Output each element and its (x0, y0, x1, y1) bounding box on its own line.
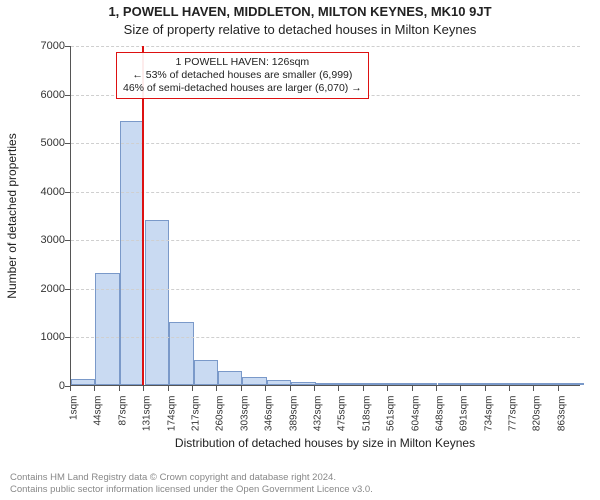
x-tick-label: 346sqm (264, 396, 275, 432)
y-axis-label: Number of detached properties (5, 133, 19, 298)
histogram-bar (560, 383, 584, 385)
x-tick-label: 260sqm (215, 396, 226, 432)
x-tick-label: 174sqm (166, 396, 177, 432)
x-tick-mark (168, 386, 169, 391)
x-tick-mark (192, 386, 193, 391)
x-tick-label: 777sqm (508, 396, 519, 432)
x-tick-mark (70, 386, 71, 391)
x-tick-label: 44sqm (93, 396, 104, 426)
x-tick-label: 131sqm (142, 396, 153, 432)
x-tick-mark (314, 386, 315, 391)
x-tick-label: 604sqm (410, 396, 421, 432)
annotation-line1: 1 POWELL HAVEN: 126sqm (123, 56, 362, 69)
chart-title-desc: Size of property relative to detached ho… (0, 22, 600, 37)
histogram-bar (169, 322, 193, 385)
x-tick-label: 691sqm (459, 396, 470, 432)
y-tick-mark (65, 192, 70, 193)
annotation-line3: 46% of semi-detached houses are larger (… (123, 82, 362, 95)
y-tick-label: 3000 (25, 234, 65, 246)
footer-attribution: Contains HM Land Registry data © Crown c… (10, 472, 373, 496)
histogram-bar (389, 383, 413, 385)
grid-line (71, 46, 580, 47)
x-tick-mark (436, 386, 437, 391)
histogram-bar (145, 220, 169, 385)
x-tick-mark (241, 386, 242, 391)
y-tick-mark (65, 143, 70, 144)
x-tick-mark (338, 386, 339, 391)
histogram-bar (120, 121, 144, 385)
x-tick-mark (558, 386, 559, 391)
x-tick-label: 863sqm (556, 396, 567, 432)
histogram-bar (438, 383, 462, 385)
y-tick-label: 2000 (25, 283, 65, 295)
x-tick-mark (412, 386, 413, 391)
histogram-bar (291, 382, 315, 385)
x-tick-label: 734sqm (483, 396, 494, 432)
x-tick-label: 518sqm (361, 396, 372, 432)
chart-container: 1, POWELL HAVEN, MIDDLETON, MILTON KEYNE… (0, 0, 600, 500)
histogram-bar (511, 383, 535, 385)
y-tick-mark (65, 95, 70, 96)
x-tick-label: 561sqm (386, 396, 397, 432)
x-tick-label: 475sqm (337, 396, 348, 432)
x-tick-mark (533, 386, 534, 391)
histogram-bar (487, 383, 511, 385)
x-tick-mark (265, 386, 266, 391)
x-tick-label: 648sqm (434, 396, 445, 432)
x-tick-mark (485, 386, 486, 391)
y-tick-mark (65, 337, 70, 338)
plot-area: 1 POWELL HAVEN: 126sqm ← 53% of detached… (70, 46, 580, 386)
footer-line1: Contains HM Land Registry data © Crown c… (10, 472, 373, 484)
x-tick-mark (363, 386, 364, 391)
histogram-bar (95, 273, 119, 385)
y-tick-label: 7000 (25, 40, 65, 52)
histogram-bar (413, 383, 437, 385)
annotation-line2: ← 53% of detached houses are smaller (6,… (123, 69, 362, 82)
x-tick-mark (509, 386, 510, 391)
grid-line (71, 289, 580, 290)
grid-line (71, 143, 580, 144)
histogram-bar (242, 377, 266, 385)
grid-line (71, 240, 580, 241)
x-tick-mark (216, 386, 217, 391)
annotation-box: 1 POWELL HAVEN: 126sqm ← 53% of detached… (116, 52, 369, 99)
x-tick-label: 820sqm (532, 396, 543, 432)
histogram-bar (536, 383, 560, 385)
grid-line (71, 192, 580, 193)
x-tick-mark (94, 386, 95, 391)
x-tick-mark (290, 386, 291, 391)
y-tick-mark (65, 46, 70, 47)
x-tick-label: 217sqm (190, 396, 201, 432)
x-tick-label: 87sqm (117, 396, 128, 426)
footer-line2: Contains public sector information licen… (10, 484, 373, 496)
histogram-bar (194, 360, 218, 385)
y-tick-label: 1000 (25, 331, 65, 343)
histogram-bar (340, 383, 364, 385)
x-tick-mark (460, 386, 461, 391)
y-tick-label: 4000 (25, 186, 65, 198)
histogram-bar (462, 383, 486, 385)
x-tick-mark (143, 386, 144, 391)
x-tick-label: 303sqm (239, 396, 250, 432)
y-tick-mark (65, 289, 70, 290)
x-tick-label: 1sqm (69, 396, 80, 420)
x-tick-label: 389sqm (288, 396, 299, 432)
y-tick-mark (65, 240, 70, 241)
x-tick-mark (387, 386, 388, 391)
histogram-bar (71, 379, 95, 385)
x-tick-mark (119, 386, 120, 391)
x-axis-label: Distribution of detached houses by size … (70, 436, 580, 450)
chart-title-address: 1, POWELL HAVEN, MIDDLETON, MILTON KEYNE… (0, 4, 600, 19)
y-tick-label: 0 (25, 380, 65, 392)
x-tick-label: 432sqm (312, 396, 323, 432)
histogram-bar (267, 380, 291, 385)
y-tick-label: 5000 (25, 137, 65, 149)
grid-line (71, 337, 580, 338)
y-tick-label: 6000 (25, 89, 65, 101)
histogram-bar (364, 383, 388, 385)
histogram-bar (218, 371, 242, 385)
histogram-bar (316, 383, 340, 385)
